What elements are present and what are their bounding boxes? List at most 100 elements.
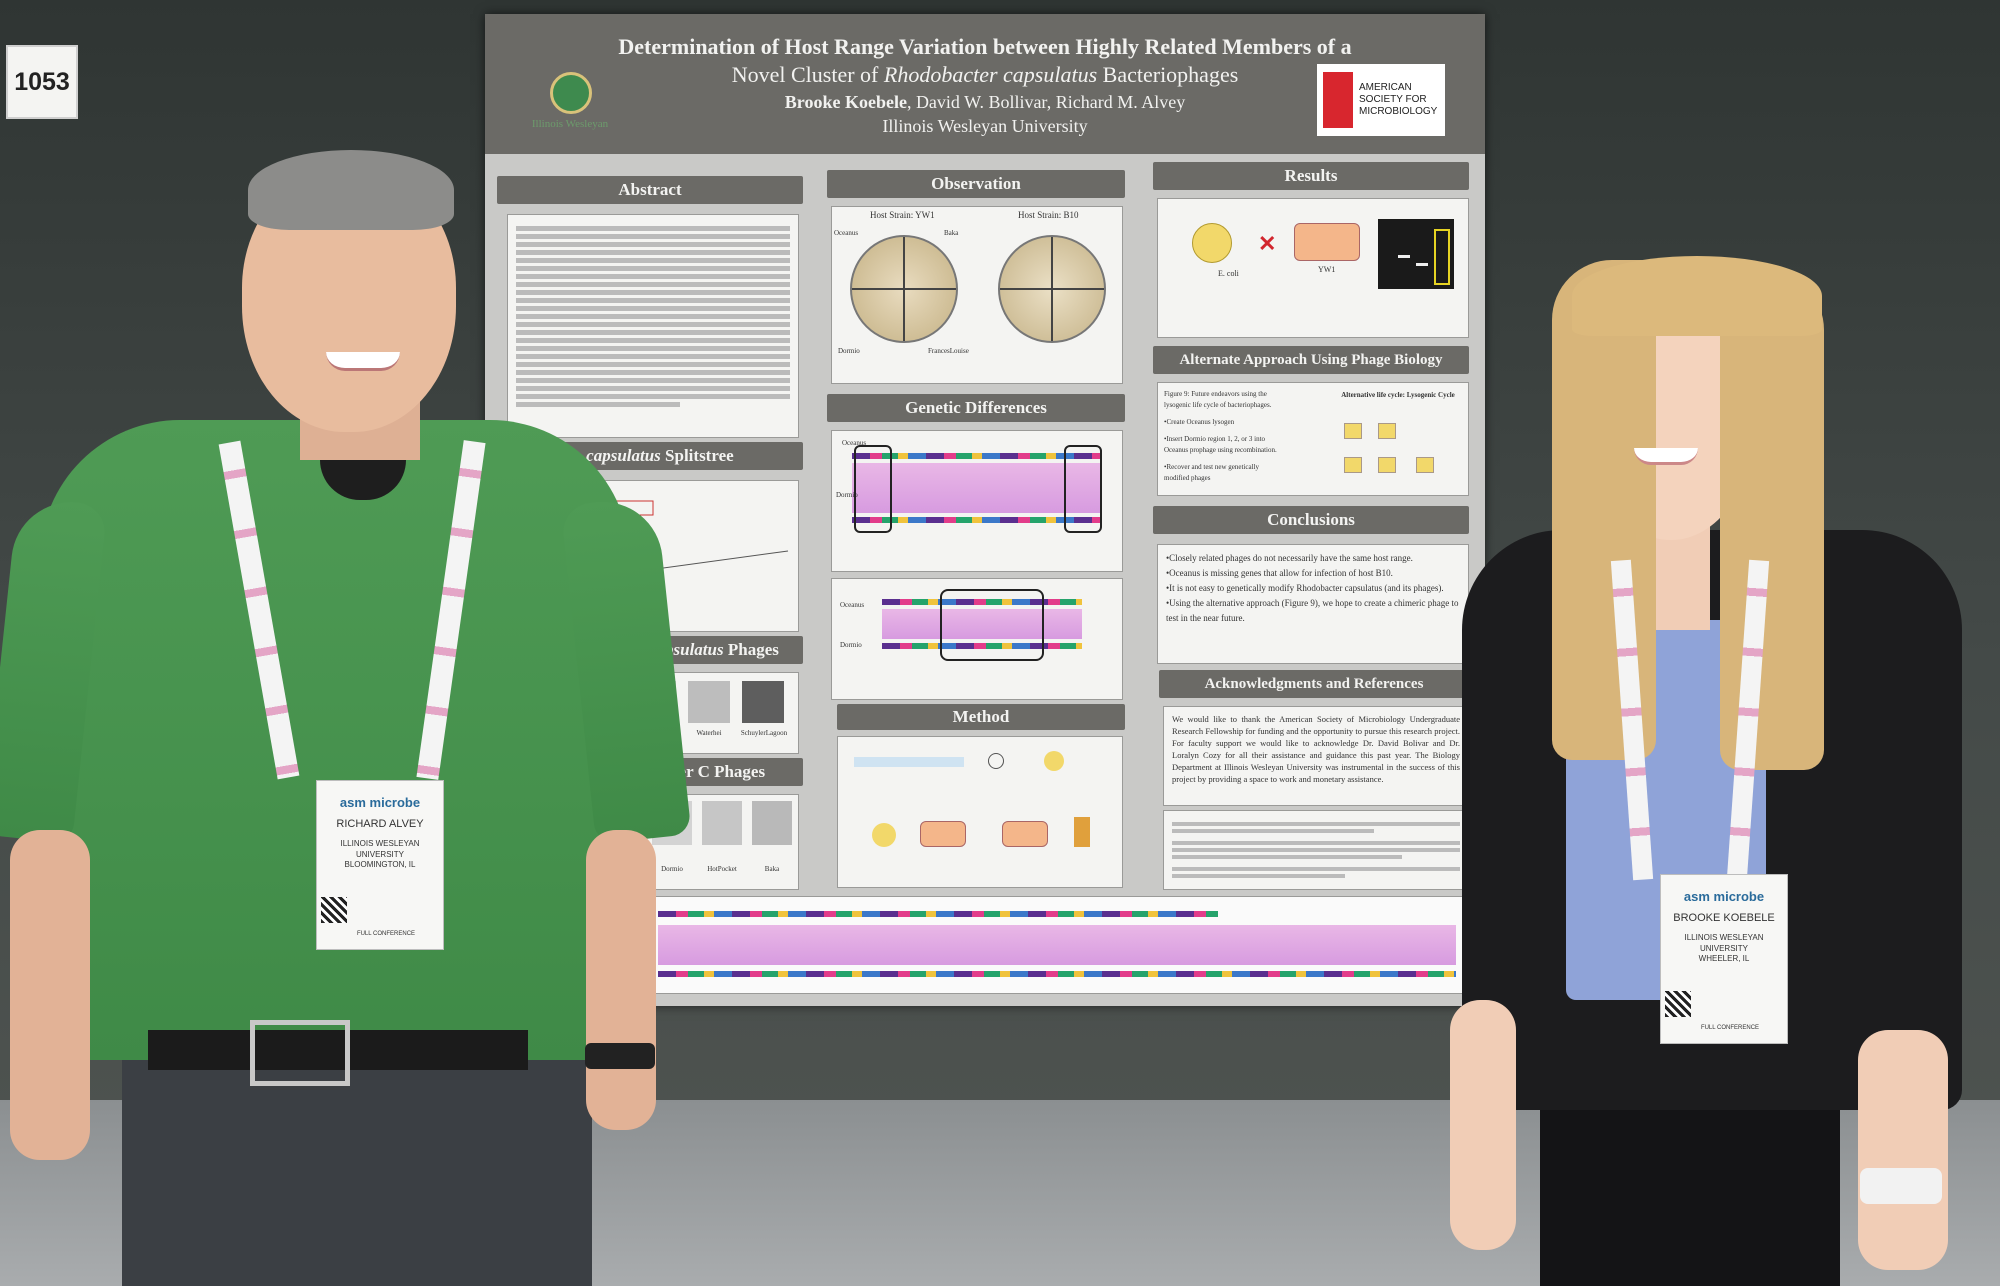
yw1-cell-icon	[1294, 223, 1360, 261]
smile	[1634, 448, 1698, 465]
plate-label: Dormio	[838, 347, 860, 355]
qr-code-icon	[321, 897, 347, 923]
genetic-comparison-figure-1: Oceanus Dormio	[831, 430, 1123, 572]
cycle-cell-icon	[1344, 457, 1362, 473]
badge-richard: asm microbe RICHARD ALVEY ILLINOIS WESLE…	[316, 780, 444, 950]
cross-icon: ✕	[1258, 231, 1277, 256]
abstract-panel	[507, 214, 799, 438]
qr-code-icon	[1665, 991, 1691, 1017]
lysogenic-cycle-title: Alternative life cycle: Lysogenic Cycle	[1341, 391, 1455, 399]
booth-number-tag: 1053	[6, 45, 78, 119]
wristwatch	[585, 1043, 655, 1069]
belt	[148, 1030, 528, 1070]
method-figure	[837, 736, 1123, 888]
acknowledgments-text: We would like to thank the American Soci…	[1172, 714, 1460, 784]
petri-plate	[850, 235, 958, 343]
strain-label: Host Strain: YW1	[870, 210, 935, 220]
strain-label: Host Strain: B10	[1018, 210, 1079, 220]
alternate-approach-heading: Alternate Approach Using Phage Biology	[1153, 346, 1469, 374]
right-arm	[586, 830, 656, 1130]
genome-track	[852, 517, 1102, 523]
ecoli-cell-icon	[1192, 223, 1232, 263]
region-highlight	[854, 445, 892, 533]
observation-heading: Observation	[827, 170, 1125, 198]
blonde-hair-top	[1572, 256, 1822, 336]
alignment-band	[658, 925, 1456, 965]
plasmid-diagram	[988, 753, 1004, 769]
genetic-differences-heading: Genetic Differences	[827, 394, 1125, 422]
plate-label: Baka	[944, 229, 959, 237]
iwu-seal-logo	[550, 72, 592, 114]
cell-label: YW1	[1318, 265, 1336, 274]
cycle-cell-icon	[1416, 457, 1434, 473]
left-arm	[10, 830, 90, 1160]
blonde-hair-right	[1720, 270, 1824, 770]
alignment-band	[852, 463, 1102, 513]
phage-micrograph	[688, 681, 730, 723]
alternate-approach-text: Figure 9: Future endeavors using the lyso…	[1164, 390, 1277, 482]
phage-name: Baka	[764, 865, 780, 873]
cell-label: E. coli	[1218, 269, 1239, 278]
petri-plate	[998, 235, 1106, 343]
region-highlight	[1064, 445, 1102, 533]
phage-name: Waterhei	[696, 729, 722, 737]
genome-track	[882, 599, 1082, 605]
conclusions-heading: Conclusions	[1153, 506, 1469, 534]
cycle-cell-icon	[1378, 423, 1396, 439]
poster-authors: Brooke Koebele, David W. Bollivar, Richa…	[784, 92, 1186, 112]
smartwatch	[1860, 1168, 1942, 1204]
phage-diagram	[1074, 817, 1090, 847]
asm-microscope-icon	[1323, 72, 1353, 128]
results-heading: Results	[1153, 162, 1469, 190]
gel-image	[1378, 219, 1454, 289]
method-heading: Method	[837, 704, 1125, 730]
genome-track	[882, 643, 1082, 649]
cell-diagram	[872, 823, 896, 847]
right-arm	[1858, 1030, 1948, 1270]
cell-diagram	[920, 821, 966, 847]
abstract-text-body	[508, 215, 798, 418]
references-panel	[1163, 810, 1469, 890]
asm-logo: AMERICAN SOCIETY FOR MICROBIOLOGY	[1317, 64, 1445, 136]
genome-track	[658, 911, 1218, 917]
smile	[326, 352, 400, 371]
poster-title-line1: Determination of Host Range Variation be…	[618, 34, 1352, 59]
full-genome-alignment	[645, 896, 1469, 994]
cell-diagram	[1044, 751, 1064, 771]
person-brooke-koebele: asm microbe BROOKE KOEBELE ILLINOIS WESL…	[1440, 0, 2000, 1286]
abstract-heading: Abstract	[497, 176, 803, 204]
alternate-approach-panel: Figure 9: Future endeavors using the lyso…	[1157, 382, 1469, 496]
phage-micrograph	[742, 681, 784, 723]
phage-micrograph	[752, 801, 792, 845]
plate-label: FrancesLouise	[928, 347, 969, 355]
phage-micrograph	[702, 801, 742, 845]
cycle-cell-icon	[1378, 457, 1396, 473]
observation-figure: Host Strain: YW1 Host Strain: B10 Oceanu…	[831, 206, 1123, 384]
genome-track	[852, 453, 1102, 459]
conclusions-list: •Closely related phages do not necessari…	[1166, 553, 1459, 623]
plasmid-diagram	[854, 757, 964, 767]
cell-diagram	[1002, 821, 1048, 847]
person-richard-alvey: asm microbe RICHARD ALVEY ILLINOIS WESLE…	[0, 0, 692, 1286]
genome-label: Dormio	[836, 491, 858, 499]
phage-name: SchuylerLagoon	[740, 729, 788, 737]
badge-brooke: asm microbe BROOKE KOEBELE ILLINOIS WESL…	[1660, 874, 1788, 1044]
poster-institution: Illinois Wesleyan University	[882, 116, 1088, 136]
poster-header: Determination of Host Range Variation be…	[485, 14, 1485, 154]
gray-hair	[248, 150, 454, 230]
belt-buckle	[250, 1020, 350, 1086]
genome-track	[658, 971, 1456, 977]
green-shirt	[40, 420, 630, 1060]
acknowledgments-heading: Acknowledgments and References	[1159, 670, 1469, 698]
results-figure: ✕ E. coli YW1	[1157, 198, 1469, 338]
phage-name: HotPocket	[707, 865, 737, 873]
alignment-band	[882, 609, 1082, 639]
iwu-logo-text: Illinois Wesleyan	[531, 118, 609, 130]
genetic-comparison-figure-2: Oceanus Dormio	[831, 578, 1123, 700]
region-highlight	[940, 589, 1044, 661]
genome-label: Dormio	[840, 641, 862, 649]
phage-name: Dormio	[661, 865, 683, 873]
pants	[122, 1040, 592, 1286]
conclusions-panel: •Closely related phages do not necessari…	[1157, 544, 1469, 664]
acknowledgments-panel: We would like to thank the American Soci…	[1163, 706, 1469, 806]
